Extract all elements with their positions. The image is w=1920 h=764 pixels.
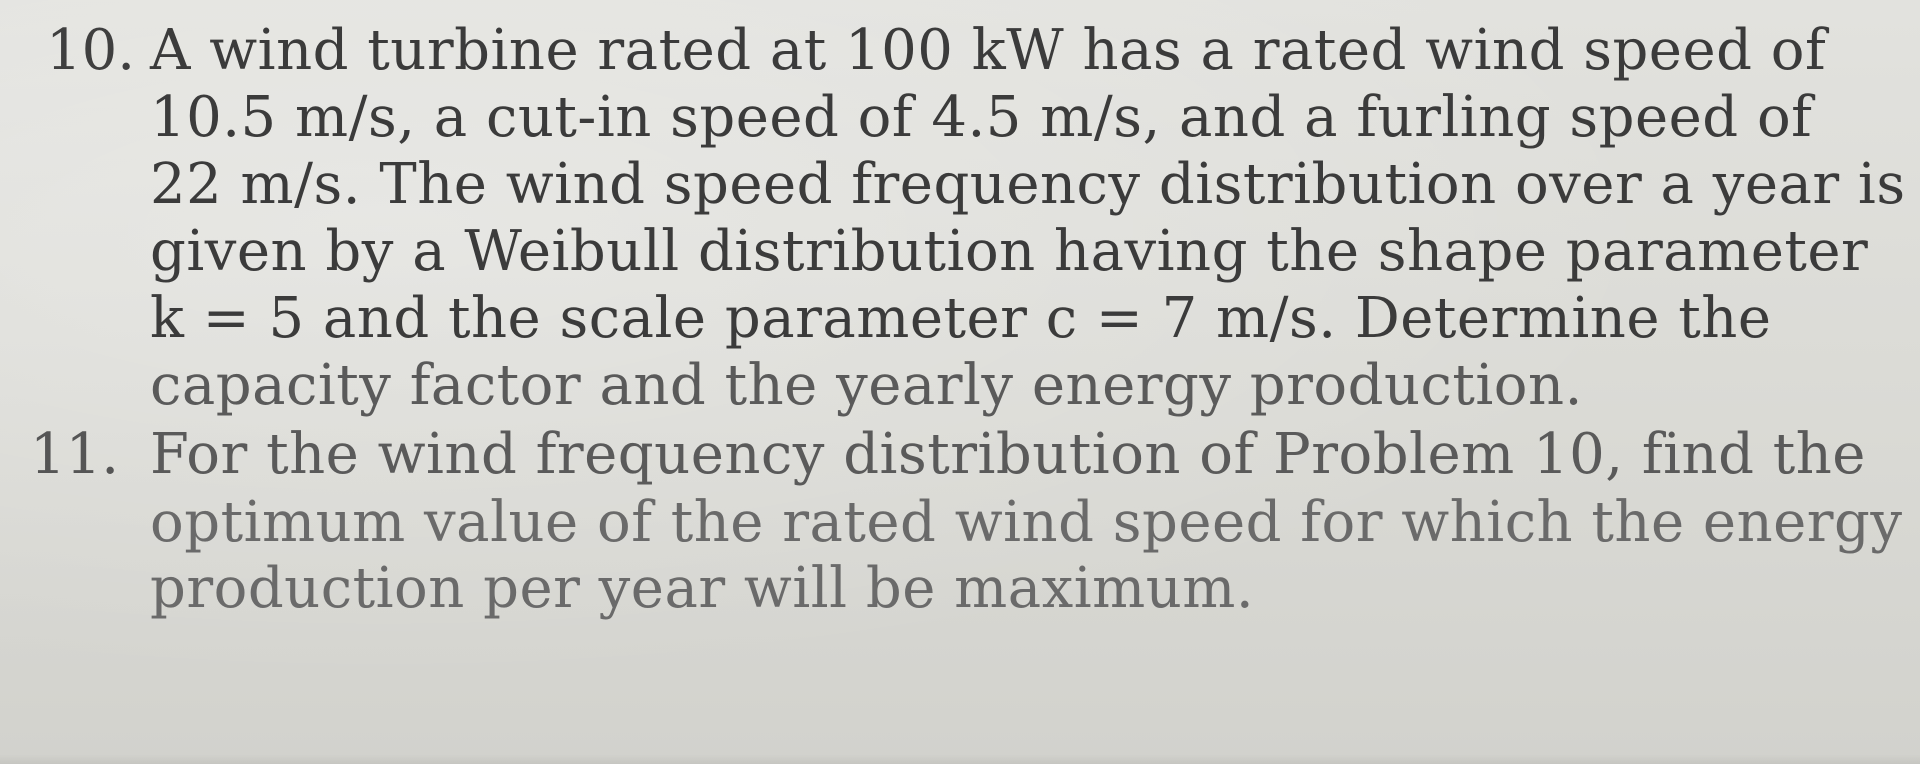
- problem-number: 10.: [46, 18, 136, 83]
- problem-text-line: A wind turbine rated at 100 kW has a rat…: [150, 18, 1827, 83]
- problem-text-line: 22 m/s. The wind speed frequency distrib…: [150, 152, 1906, 217]
- problem-text-line: optimum value of the rated wind speed fo…: [150, 490, 1903, 555]
- problem-text-line: For the wind frequency distribution of P…: [150, 422, 1866, 487]
- problem-number: 11.: [30, 422, 120, 487]
- problem-text-line: k = 5 and the scale parameter c = 7 m/s.…: [150, 286, 1772, 351]
- problem-text-line: 10.5 m/s, a cut-in speed of 4.5 m/s, and…: [150, 85, 1813, 150]
- page-bottom-shadow: [0, 754, 1920, 764]
- problem-text-line: given by a Weibull distribution having t…: [150, 219, 1869, 284]
- problem-text-line: capacity factor and the yearly energy pr…: [150, 353, 1583, 418]
- problem-text-line: production per year will be maximum.: [150, 556, 1255, 621]
